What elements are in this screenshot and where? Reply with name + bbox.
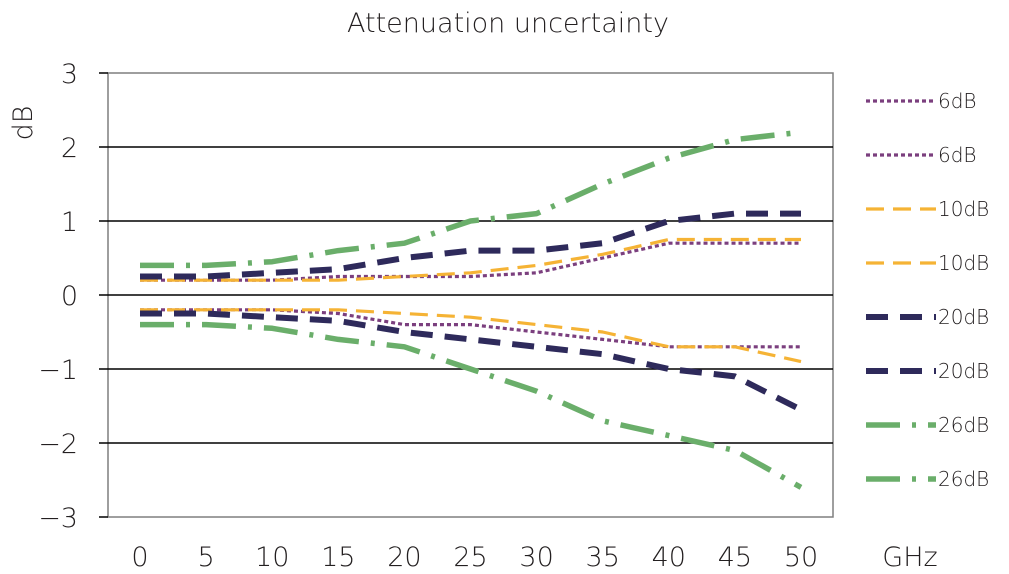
y-tick-label: −2 xyxy=(38,429,78,460)
x-tick-label: 40 xyxy=(652,542,686,573)
series-line-10db-lower xyxy=(140,308,802,364)
series-line-10db-upper xyxy=(140,237,801,282)
x-tick-label: 20 xyxy=(387,542,421,573)
legend-label: 10dB xyxy=(938,197,989,221)
y-tick-label: 1 xyxy=(61,207,78,238)
legend: 6dB 6dB 10dB 10dB 20dB 20dB 26dB 26dB xyxy=(866,89,989,491)
series-line-6db-lower xyxy=(140,308,801,349)
x-tick-label: 50 xyxy=(784,542,818,573)
legend-label: 20dB xyxy=(938,305,989,329)
x-tick-label: 10 xyxy=(255,542,289,573)
series-line-26db-lower xyxy=(140,321,803,490)
y-tick-label: −1 xyxy=(38,355,78,386)
series-line-6db-upper xyxy=(140,241,801,282)
x-tick-label: 25 xyxy=(453,542,487,573)
x-axis-unit: GHz xyxy=(882,542,937,573)
legend-label: 6dB xyxy=(938,89,977,113)
legend-label: 20dB xyxy=(938,359,989,383)
series-line-20db-upper xyxy=(140,210,801,280)
legend-label: 26dB xyxy=(938,413,989,437)
y-tick-label: 2 xyxy=(61,133,78,164)
y-tick-label: −3 xyxy=(38,503,78,534)
legend-label: 6dB xyxy=(938,143,977,167)
series-line-26db-upper xyxy=(140,129,802,269)
x-tick-label: 30 xyxy=(519,542,553,573)
y-tick-label: 0 xyxy=(61,281,78,312)
chart-title: Attenuation uncertainty xyxy=(347,8,669,39)
x-tick-label: 0 xyxy=(131,542,148,573)
y-axis-label: dB xyxy=(8,106,39,141)
y-tick-label: 3 xyxy=(61,59,78,90)
legend-label: 26dB xyxy=(938,467,989,491)
x-tick-label: 15 xyxy=(321,542,355,573)
x-tick-label: 35 xyxy=(586,542,620,573)
legend-label: 10dB xyxy=(938,251,989,275)
series-line-20db-lower xyxy=(140,310,803,413)
x-tick-label: 5 xyxy=(198,542,215,573)
x-tick-label: 45 xyxy=(718,542,752,573)
